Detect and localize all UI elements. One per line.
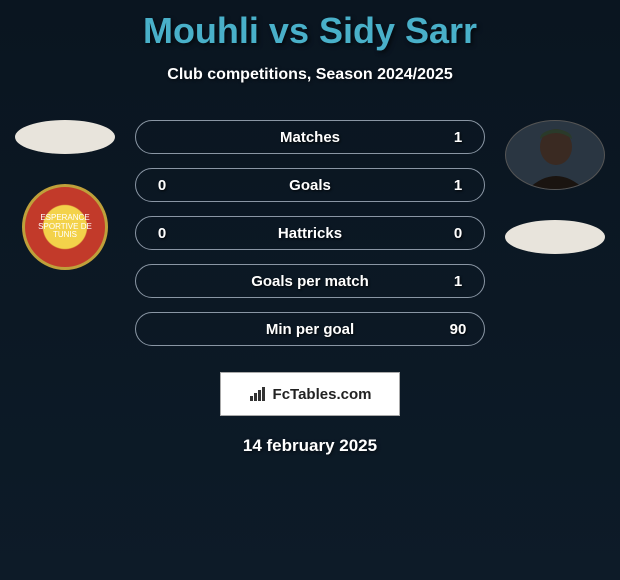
player-silhouette-icon [506,121,605,190]
right-club-logo-placeholder [505,220,605,254]
stat-label: Hattricks [188,225,432,242]
stat-right-value: 1 [432,273,484,290]
subtitle: Club competitions, Season 2024/2025 [0,66,620,84]
stat-label: Min per goal [188,321,432,338]
stat-left-value: 0 [136,177,188,194]
brand-logo[interactable]: FcTables.com [220,372,400,416]
left-player-photo-placeholder [15,120,115,154]
stat-label: Matches [188,129,432,146]
stat-label: Goals [188,177,432,194]
stat-right-value: 90 [432,321,484,338]
stat-row: Min per goal90 [135,312,485,346]
stat-right-value: 1 [432,177,484,194]
stat-row: Matches1 [135,120,485,154]
stat-right-value: 1 [432,129,484,146]
stat-left-value: 0 [136,225,188,242]
stat-right-value: 0 [432,225,484,242]
chart-icon [249,386,269,402]
left-club-logo: ESPERANCE SPORTIVE DE TUNIS [22,184,108,270]
stats-table: Matches10Goals10Hattricks0Goals per matc… [135,120,485,346]
left-club-label: ESPERANCE SPORTIVE DE TUNIS [29,214,101,240]
left-player-column: ESPERANCE SPORTIVE DE TUNIS [10,120,120,270]
right-player-column [500,120,610,254]
stat-row: 0Goals1 [135,168,485,202]
right-player-photo [505,120,605,190]
date-text: 14 february 2025 [0,436,620,456]
brand-text: FcTables.com [273,386,372,403]
stat-label: Goals per match [188,273,432,290]
page-title: Mouhli vs Sidy Sarr [0,0,620,52]
stat-row: Goals per match1 [135,264,485,298]
stat-row: 0Hattricks0 [135,216,485,250]
